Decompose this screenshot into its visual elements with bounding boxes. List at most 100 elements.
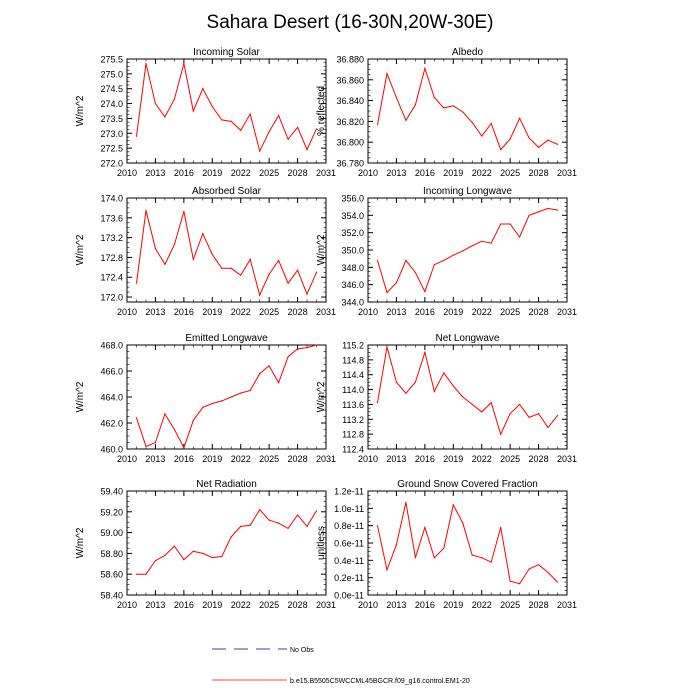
x-tick-label: 2028 <box>288 168 308 178</box>
data-point <box>443 372 445 374</box>
y-tick-label: 274.5 <box>100 84 123 94</box>
data-point <box>211 556 213 559</box>
legend-no-obs-label: No Obs <box>290 647 314 654</box>
panel-title: Ground Snow Covered Fraction <box>397 479 538 490</box>
data-point <box>315 128 318 130</box>
data-point <box>287 527 289 530</box>
y-tick-label: 36.780 <box>336 159 364 169</box>
data-point <box>154 441 157 444</box>
y-tick-label: 468.0 <box>100 341 123 351</box>
data-point <box>306 293 308 295</box>
data-point <box>287 356 289 358</box>
y-tick-label: 173.6 <box>100 213 123 223</box>
legend-model-label: b.e15.B5505C5WCCML45BGCR.f09_g16.control… <box>290 678 470 685</box>
panel-0: Incoming Solar W/m^2 2010 2013 2016 2019 2022 2… <box>75 47 336 178</box>
y-tick-label: 59.40 <box>100 487 123 497</box>
data-point <box>395 381 398 383</box>
data-point <box>481 557 483 559</box>
data-point <box>537 211 540 213</box>
x-tick-label: 2010 <box>358 307 378 317</box>
data-point <box>183 210 185 212</box>
x-tick-label: 2010 <box>358 454 378 464</box>
data-point <box>519 403 521 406</box>
data-point <box>481 411 483 413</box>
data-point <box>202 233 204 235</box>
plot-frame <box>126 344 327 450</box>
x-tick-label: 2025 <box>259 307 279 317</box>
plot-frame <box>367 197 568 303</box>
data-point <box>395 544 398 546</box>
x-tick-label: 2028 <box>288 307 308 317</box>
panel-title: Net Radiation <box>196 479 257 490</box>
y-tick-label: 1.2e-11 <box>334 487 364 497</box>
data-point <box>192 110 194 112</box>
data-point <box>462 250 464 252</box>
data-point <box>192 419 194 421</box>
data-point <box>240 525 242 527</box>
data-point <box>528 568 530 570</box>
x-tick-label: 2022 <box>231 454 251 464</box>
y-tick-label: 0.8e-11 <box>334 521 364 531</box>
data-point <box>547 139 549 141</box>
data-point <box>183 447 185 449</box>
x-tick-label: 2013 <box>145 307 165 317</box>
y-tick-label: 114.0 <box>342 385 364 395</box>
data-point <box>519 583 521 585</box>
data-point <box>296 126 299 128</box>
data-point <box>556 414 559 417</box>
y-tick-label: 59.20 <box>100 507 123 517</box>
x-tick-label: 2025 <box>500 454 520 464</box>
x-tick-label: 2013 <box>386 168 406 178</box>
y-tick-label: 273.0 <box>100 129 123 139</box>
y-axis-label: W/m^2 <box>75 95 86 126</box>
x-tick-label: 2031 <box>557 168 577 178</box>
x-tick-label: 2016 <box>174 454 194 464</box>
y-axis-label: W/m^2 <box>316 234 327 265</box>
y-tick-label: 173.2 <box>100 233 123 243</box>
y-tick-label: 466.0 <box>100 367 123 377</box>
x-tick-label: 2013 <box>386 454 406 464</box>
data-point <box>376 123 379 126</box>
x-tick-label: 2019 <box>443 454 463 464</box>
plot-frame <box>126 58 327 164</box>
y-tick-label: 114.4 <box>342 370 364 380</box>
data-point <box>259 509 261 511</box>
data-point <box>547 207 549 209</box>
data-point <box>287 138 289 140</box>
y-tick-label: 112.8 <box>342 430 364 440</box>
data-point <box>528 214 530 216</box>
data-point <box>433 96 435 99</box>
data-point <box>202 552 204 555</box>
y-tick-label: 344.0 <box>341 298 364 308</box>
data-point <box>471 121 473 124</box>
data-point <box>528 137 530 139</box>
x-tick-label: 2016 <box>415 600 435 610</box>
y-tick-label: 0.2e-11 <box>334 573 364 583</box>
y-tick-label: 272.5 <box>100 144 123 154</box>
data-point <box>500 526 502 529</box>
x-tick-label: 2010 <box>117 168 137 178</box>
data-point <box>414 381 416 383</box>
y-tick-label: 114.8 <box>342 355 364 365</box>
y-tick-label: 356.0 <box>341 194 364 204</box>
panel-6: Net Radiation W/m^2 2010 2013 2016 2019 2022 20… <box>75 479 336 610</box>
x-tick-label: 2028 <box>529 454 549 464</box>
data-point <box>211 253 213 256</box>
data-point <box>173 98 175 100</box>
series-line <box>136 210 317 297</box>
data-point <box>173 428 175 431</box>
x-tick-label: 2028 <box>288 600 308 610</box>
y-tick-label: 274.0 <box>100 99 123 109</box>
data-point <box>268 131 270 133</box>
data-point <box>452 105 454 107</box>
x-tick-label: 2010 <box>358 168 378 178</box>
x-tick-label: 2028 <box>288 454 308 464</box>
data-point <box>376 525 379 527</box>
x-tick-label: 2010 <box>117 307 137 317</box>
data-point <box>154 247 157 250</box>
data-point <box>173 545 175 547</box>
x-tick-label: 2028 <box>529 600 549 610</box>
panel-4: Emitted Longwave W/m^2 2010 2013 2016 2019 202… <box>75 333 336 464</box>
data-point <box>405 119 407 121</box>
y-tick-label: 172.4 <box>100 273 123 283</box>
